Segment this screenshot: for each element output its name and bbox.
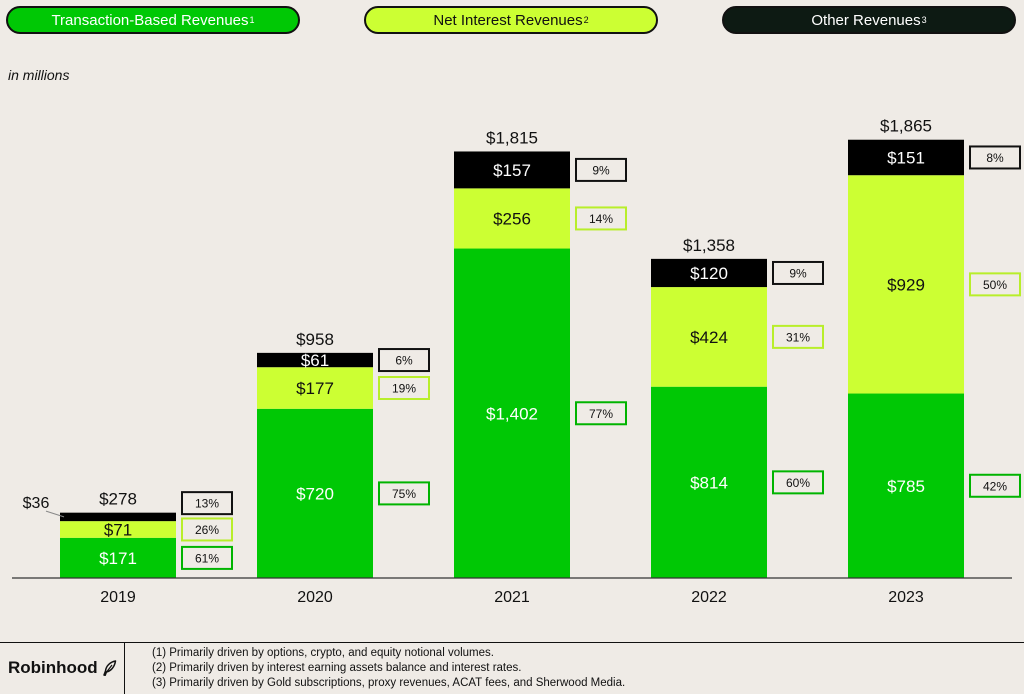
- bar-segment-net-interest: [848, 175, 964, 394]
- share-label: 9%: [789, 266, 807, 280]
- share-box-net-interest: [969, 272, 1021, 297]
- share-label: 77%: [589, 407, 613, 421]
- x-tick-label: 2022: [691, 589, 727, 606]
- bar-segment-transaction: [257, 408, 373, 578]
- share-box-other: [378, 348, 430, 373]
- bar-total-label: $1,815: [486, 128, 538, 147]
- bar-segment-other: [60, 512, 176, 522]
- revenue-chart: $171 61% $71 26% $36 13% $278 2019 $720 75% $177 19…: [12, 117, 1021, 606]
- feather-icon: [102, 660, 116, 676]
- bar-value-label: $120: [690, 264, 728, 283]
- share-label: 13%: [195, 497, 219, 511]
- share-label: 19%: [392, 382, 416, 396]
- x-tick-label: 2019: [100, 589, 136, 606]
- brand-logo: Robinhood: [8, 658, 117, 678]
- share-box-net-interest: [181, 517, 233, 542]
- bar-segment-transaction: [454, 248, 570, 578]
- legend-note: 2: [583, 15, 589, 25]
- bar-segment-transaction: [60, 537, 176, 578]
- legend-label: Net Interest Revenues: [433, 11, 583, 29]
- legend-label: Other Revenues: [811, 11, 921, 29]
- leader-line: [45, 510, 65, 518]
- footer-divider: [0, 642, 1024, 643]
- share-box-transaction: [181, 545, 233, 570]
- bar-value-label: $36: [23, 495, 50, 512]
- bar-value-label: $720: [296, 484, 334, 503]
- bar-segment-net-interest: [651, 287, 767, 387]
- bar-segment-net-interest: [454, 188, 570, 249]
- bar-total-label: $278: [99, 490, 137, 509]
- share-label: 9%: [592, 163, 610, 177]
- bar-value-label: $785: [887, 477, 925, 496]
- bar-value-label: $929: [887, 275, 925, 294]
- share-label: 75%: [392, 487, 416, 501]
- bar-segment-other: [848, 139, 964, 176]
- share-box-other: [181, 491, 233, 516]
- share-box-other: [969, 145, 1021, 170]
- unit-note: in millions: [8, 67, 70, 83]
- legend-label: Transaction-Based Revenues: [51, 11, 249, 29]
- legend-note: 3: [921, 15, 927, 25]
- footer-vertical-divider: [124, 642, 125, 694]
- share-box-net-interest: [378, 376, 430, 401]
- bar-segment-net-interest: [60, 521, 176, 538]
- share-box-net-interest: [575, 206, 627, 231]
- footnote-3: (3) Primarily driven by Gold subscriptio…: [152, 677, 626, 689]
- bar-value-label: $424: [690, 328, 728, 347]
- bar-segment-transaction: [848, 393, 964, 578]
- bar-value-label: $71: [104, 520, 132, 539]
- bar-segment-other: [454, 151, 570, 189]
- share-box-transaction: [969, 473, 1021, 498]
- share-label: 61%: [195, 551, 219, 565]
- share-label: 14%: [589, 212, 613, 226]
- bar-value-label: $61: [301, 351, 329, 370]
- bar-segment-transaction: [651, 386, 767, 578]
- bar-value-label: $151: [887, 148, 925, 167]
- share-box-transaction: [772, 470, 824, 495]
- share-box-net-interest: [772, 324, 824, 349]
- share-label: 8%: [986, 151, 1004, 165]
- bar-value-label: $177: [296, 379, 334, 398]
- bar-value-label: $814: [690, 473, 728, 492]
- share-label: 42%: [983, 479, 1007, 493]
- x-tick-label: 2021: [494, 589, 530, 606]
- share-label: 50%: [983, 278, 1007, 292]
- bar-total-label: $958: [296, 330, 334, 349]
- share-label: 6%: [395, 354, 413, 368]
- share-label: 31%: [786, 330, 810, 344]
- footnote-1: (1) Primarily driven by options, crypto,…: [152, 647, 494, 659]
- legend-transaction-based: Transaction-Based Revenues 1: [6, 6, 300, 34]
- bar-value-label: $171: [99, 549, 137, 568]
- bar-segment-other: [257, 352, 373, 368]
- share-box-other: [575, 157, 627, 182]
- bar-value-label: $1,402: [486, 404, 538, 423]
- brand-name: Robinhood: [8, 658, 98, 677]
- legend-other: Other Revenues 3: [722, 6, 1016, 34]
- legend-note: 1: [249, 15, 255, 25]
- share-box-transaction: [378, 481, 430, 506]
- footnote-2: (2) Primarily driven by interest earning…: [152, 662, 522, 674]
- bar-value-label: $157: [493, 161, 531, 180]
- x-tick-label: 2023: [888, 589, 924, 606]
- share-label: 26%: [195, 523, 219, 537]
- share-box-other: [772, 260, 824, 285]
- legend-net-interest: Net Interest Revenues 2: [364, 6, 658, 34]
- bar-total-label: $1,865: [880, 117, 932, 136]
- footnotes: (1) Primarily driven by options, crypto,…: [152, 646, 625, 691]
- bar-value-label: $256: [493, 209, 531, 228]
- bar-total-label: $1,358: [683, 236, 735, 255]
- bar-segment-net-interest: [257, 367, 373, 409]
- share-label: 60%: [786, 476, 810, 490]
- share-box-transaction: [575, 401, 627, 426]
- x-tick-label: 2020: [297, 589, 333, 606]
- bar-segment-other: [651, 258, 767, 288]
